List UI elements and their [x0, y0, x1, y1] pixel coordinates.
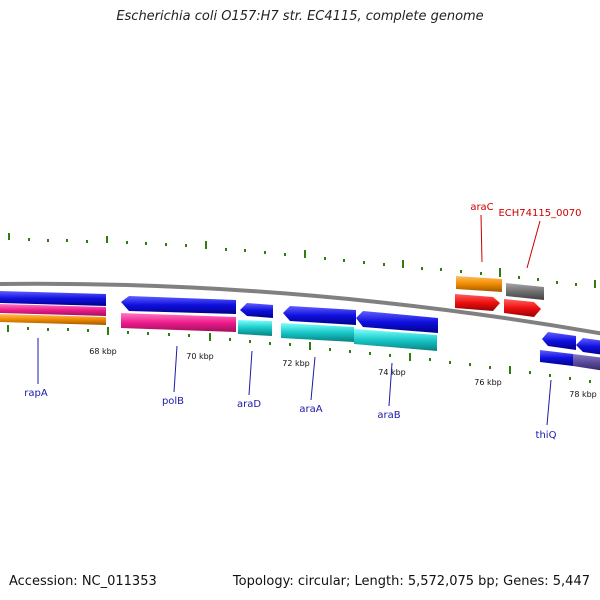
gene-label-ech74115-0070[interactable]: ECH74115_0070 — [498, 208, 581, 219]
araB-cyan-track[interactable] — [354, 329, 437, 351]
araD-cyan-track[interactable] — [238, 320, 272, 336]
kbp-label-72: 72 kbp — [282, 359, 310, 368]
kbp-label-70: 70 kbp — [186, 352, 214, 361]
genome-summary-text: Topology: circular; Length: 5,572,075 bp… — [232, 574, 590, 589]
gene-label-araC[interactable]: araC — [470, 202, 493, 213]
araD-gene[interactable] — [240, 303, 273, 318]
gene-label-rapA[interactable]: rapA — [24, 388, 48, 399]
top-label-leaders — [480, 214, 541, 269]
kbp-label-74: 74 kbp — [378, 368, 406, 377]
genome-title: Escherichia coli O157:H7 str. EC4115, co… — [116, 9, 484, 24]
araC-gene[interactable] — [456, 276, 502, 292]
araA-gene[interactable] — [283, 306, 356, 325]
araB-gene[interactable] — [356, 311, 438, 333]
gene-label-araA[interactable]: araA — [299, 404, 322, 415]
gene-label-leaders — [37, 338, 552, 426]
rapA-orange-track[interactable] — [0, 314, 106, 325]
thiQ-blue-track[interactable] — [540, 350, 573, 366]
polB-gene[interactable] — [121, 296, 236, 314]
lower-tick-row — [7, 325, 591, 383]
kbp-label-68: 68 kbp — [89, 347, 117, 356]
kbp-label-78: 78 kbp — [569, 390, 597, 399]
gene-label-araD[interactable]: araD — [237, 399, 261, 410]
gene-label-thiQ[interactable]: thiQ — [536, 430, 557, 441]
accession-text: Accession: NC_011353 — [9, 574, 157, 589]
upper-tick-row — [8, 233, 596, 288]
araA-cyan-track[interactable] — [281, 323, 354, 342]
polB-magenta-track[interactable] — [121, 313, 236, 332]
thiQ-neighbor-gene[interactable] — [576, 338, 600, 355]
kbp-label-76: 76 kbp — [474, 378, 502, 387]
genome-backbone — [0, 281, 600, 336]
thiQ-slate-track[interactable] — [573, 354, 600, 371]
ech74115-0070-red-track[interactable] — [504, 299, 541, 317]
gene-label-polB[interactable]: polB — [162, 396, 184, 407]
thiQ-gene[interactable] — [542, 332, 576, 350]
araC-red-track[interactable] — [455, 294, 500, 311]
ech74115-0070-gene[interactable] — [506, 283, 544, 300]
rapA-gene[interactable] — [0, 291, 106, 306]
gene-label-araB[interactable]: araB — [377, 410, 400, 421]
rapA-magenta-track[interactable] — [0, 304, 106, 316]
